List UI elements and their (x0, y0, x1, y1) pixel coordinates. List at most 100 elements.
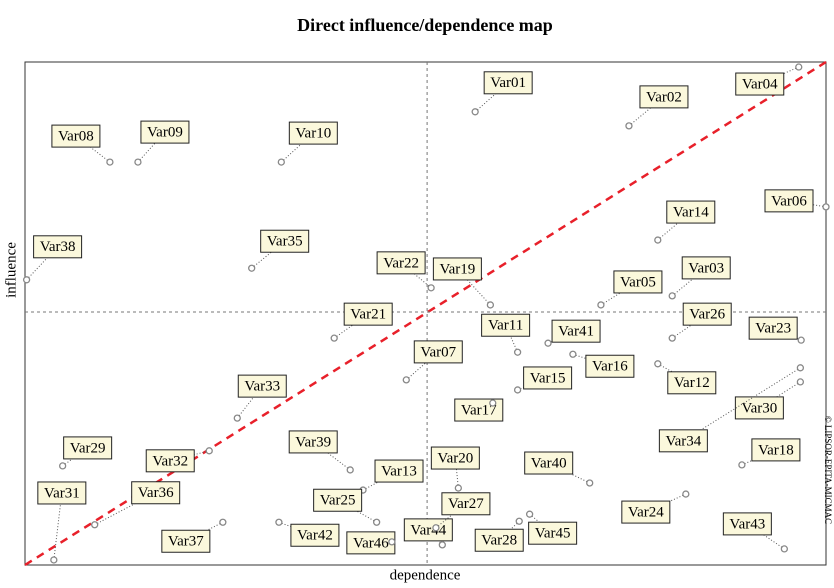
point (402, 376, 410, 384)
point (388, 538, 396, 546)
point-label: Var03 (688, 260, 724, 276)
point (544, 339, 552, 347)
label-box (481, 313, 531, 337)
point-label: Var45 (535, 526, 571, 542)
point (668, 292, 676, 300)
leader-line (251, 240, 285, 269)
label-box (63, 436, 113, 460)
label-box (441, 492, 491, 516)
point (569, 350, 577, 358)
label-box (483, 71, 533, 95)
point-label: Var28 (481, 533, 517, 549)
point (513, 386, 522, 394)
label-box (51, 124, 101, 148)
leader-line (671, 313, 708, 339)
point (780, 545, 788, 553)
point-label: Var19 (439, 261, 475, 277)
label-box (751, 438, 801, 462)
label-box (621, 500, 671, 524)
point-label: Var23 (755, 321, 791, 337)
label-box (639, 85, 689, 109)
label-box (376, 251, 426, 275)
point-label: Var15 (530, 370, 566, 386)
label-box (413, 340, 463, 364)
point (525, 510, 534, 518)
point (277, 158, 285, 166)
label-box (260, 229, 310, 253)
leader-line (657, 363, 693, 384)
point-label: Var08 (58, 129, 94, 145)
point (248, 264, 256, 272)
point-label: Var17 (461, 402, 497, 418)
leader-line (185, 521, 224, 542)
point-label: Var41 (558, 324, 594, 340)
point (668, 334, 676, 342)
label-box (667, 371, 717, 395)
leader-line (405, 351, 439, 381)
watermark: © LIPSOR-EPITA-MICMAC (823, 416, 833, 524)
point (438, 541, 446, 549)
y-axis-label: influence (3, 242, 19, 298)
label-box (374, 459, 424, 483)
label-box (290, 523, 340, 547)
point-label: Var46 (353, 535, 389, 551)
label-box (764, 189, 814, 213)
label-box (666, 200, 716, 224)
point-label: Var14 (673, 204, 709, 220)
point-label: Var10 (295, 126, 331, 142)
label-box (735, 72, 785, 96)
point-label: Var34 (665, 433, 701, 449)
point (275, 518, 283, 526)
label-box (343, 302, 393, 326)
point-label: Var09 (147, 125, 183, 141)
point (682, 490, 690, 498)
plot-frame (24, 61, 827, 566)
point (738, 461, 746, 469)
point (822, 203, 830, 211)
point-label: Var32 (152, 453, 188, 469)
label-box (722, 512, 772, 536)
point-label: Var11 (488, 318, 523, 334)
point-label: Var43 (729, 516, 765, 532)
point-label: Var27 (448, 496, 484, 512)
point-label: Var21 (350, 307, 386, 323)
label-box (658, 429, 708, 453)
point (796, 364, 805, 372)
diagonal (24, 60, 827, 567)
label-box (237, 374, 287, 398)
label-box (33, 235, 83, 259)
point (372, 518, 381, 526)
label-box (37, 481, 87, 505)
point (134, 158, 142, 166)
leader-line (759, 381, 801, 409)
leader-line (75, 135, 111, 163)
point (796, 378, 805, 386)
label-box (313, 488, 363, 512)
point (625, 122, 633, 130)
leader-line (454, 457, 459, 489)
label-box (523, 366, 573, 390)
point (106, 158, 114, 166)
point (654, 236, 662, 244)
point-label: Var16 (592, 359, 628, 375)
point (489, 399, 497, 407)
point-label: Var31 (44, 485, 80, 501)
point-label: Var13 (381, 463, 417, 479)
label-box (524, 451, 574, 475)
label-box (585, 354, 635, 378)
point (515, 517, 523, 525)
point (597, 301, 605, 309)
point-label: Var44 (410, 522, 446, 538)
leader-line (53, 492, 63, 561)
point-label: Var04 (742, 76, 778, 92)
x-axis-label: dependence (390, 567, 461, 583)
label-box (748, 316, 798, 340)
label-box (682, 302, 732, 326)
point (471, 108, 479, 116)
point-label: Var24 (628, 505, 664, 521)
point (432, 524, 440, 532)
point (513, 348, 522, 356)
label-box (432, 257, 482, 281)
label-box (734, 396, 784, 420)
